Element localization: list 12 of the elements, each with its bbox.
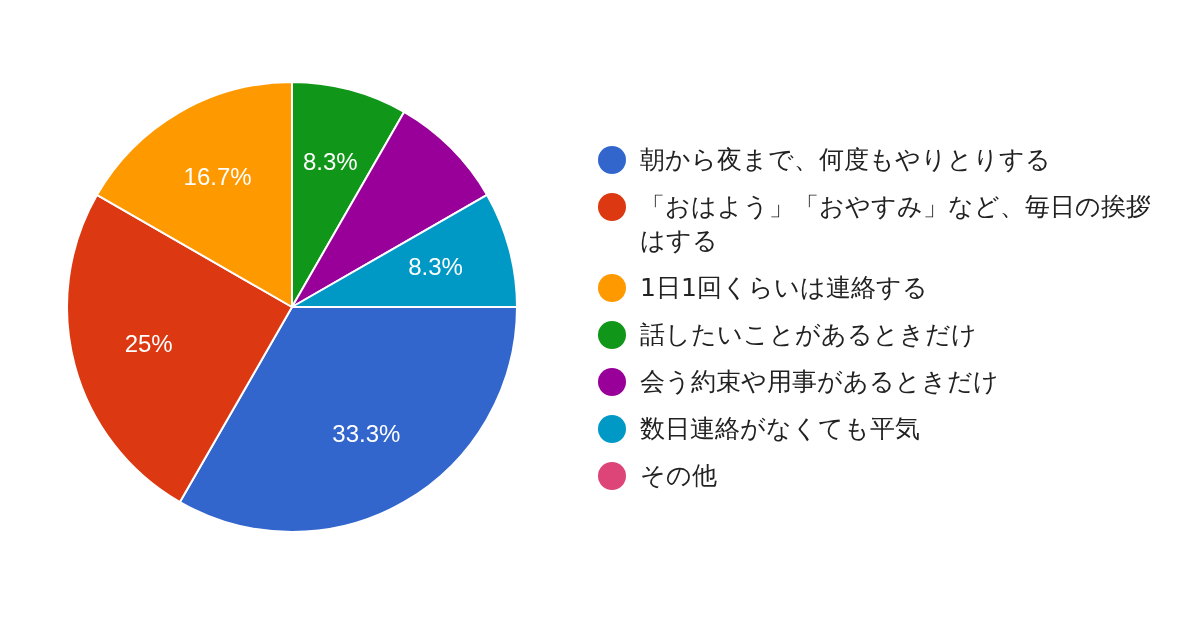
legend-label: 数日連絡がなくても平気 bbox=[640, 413, 921, 445]
data-label: 16.7% bbox=[183, 163, 252, 191]
legend-label: 1日1回くらいは連絡する bbox=[640, 272, 929, 304]
legend-label: その他 bbox=[640, 460, 718, 492]
data-label: 25% bbox=[124, 330, 173, 358]
legend-label: 話したいことがあるときだけ bbox=[640, 319, 978, 351]
data-label: 8.3% bbox=[408, 253, 463, 281]
legend-label: 朝から夜まで、何度もやりとりする bbox=[640, 144, 1052, 176]
data-label: 33.3% bbox=[332, 420, 401, 448]
legend-label: 会う約束や用事があるときだけ bbox=[640, 366, 1000, 398]
legend-label: 「おはよう」「おやすみ」など、毎日の挨拶はする bbox=[640, 191, 1152, 257]
data-label: 8.3% bbox=[302, 148, 358, 176]
